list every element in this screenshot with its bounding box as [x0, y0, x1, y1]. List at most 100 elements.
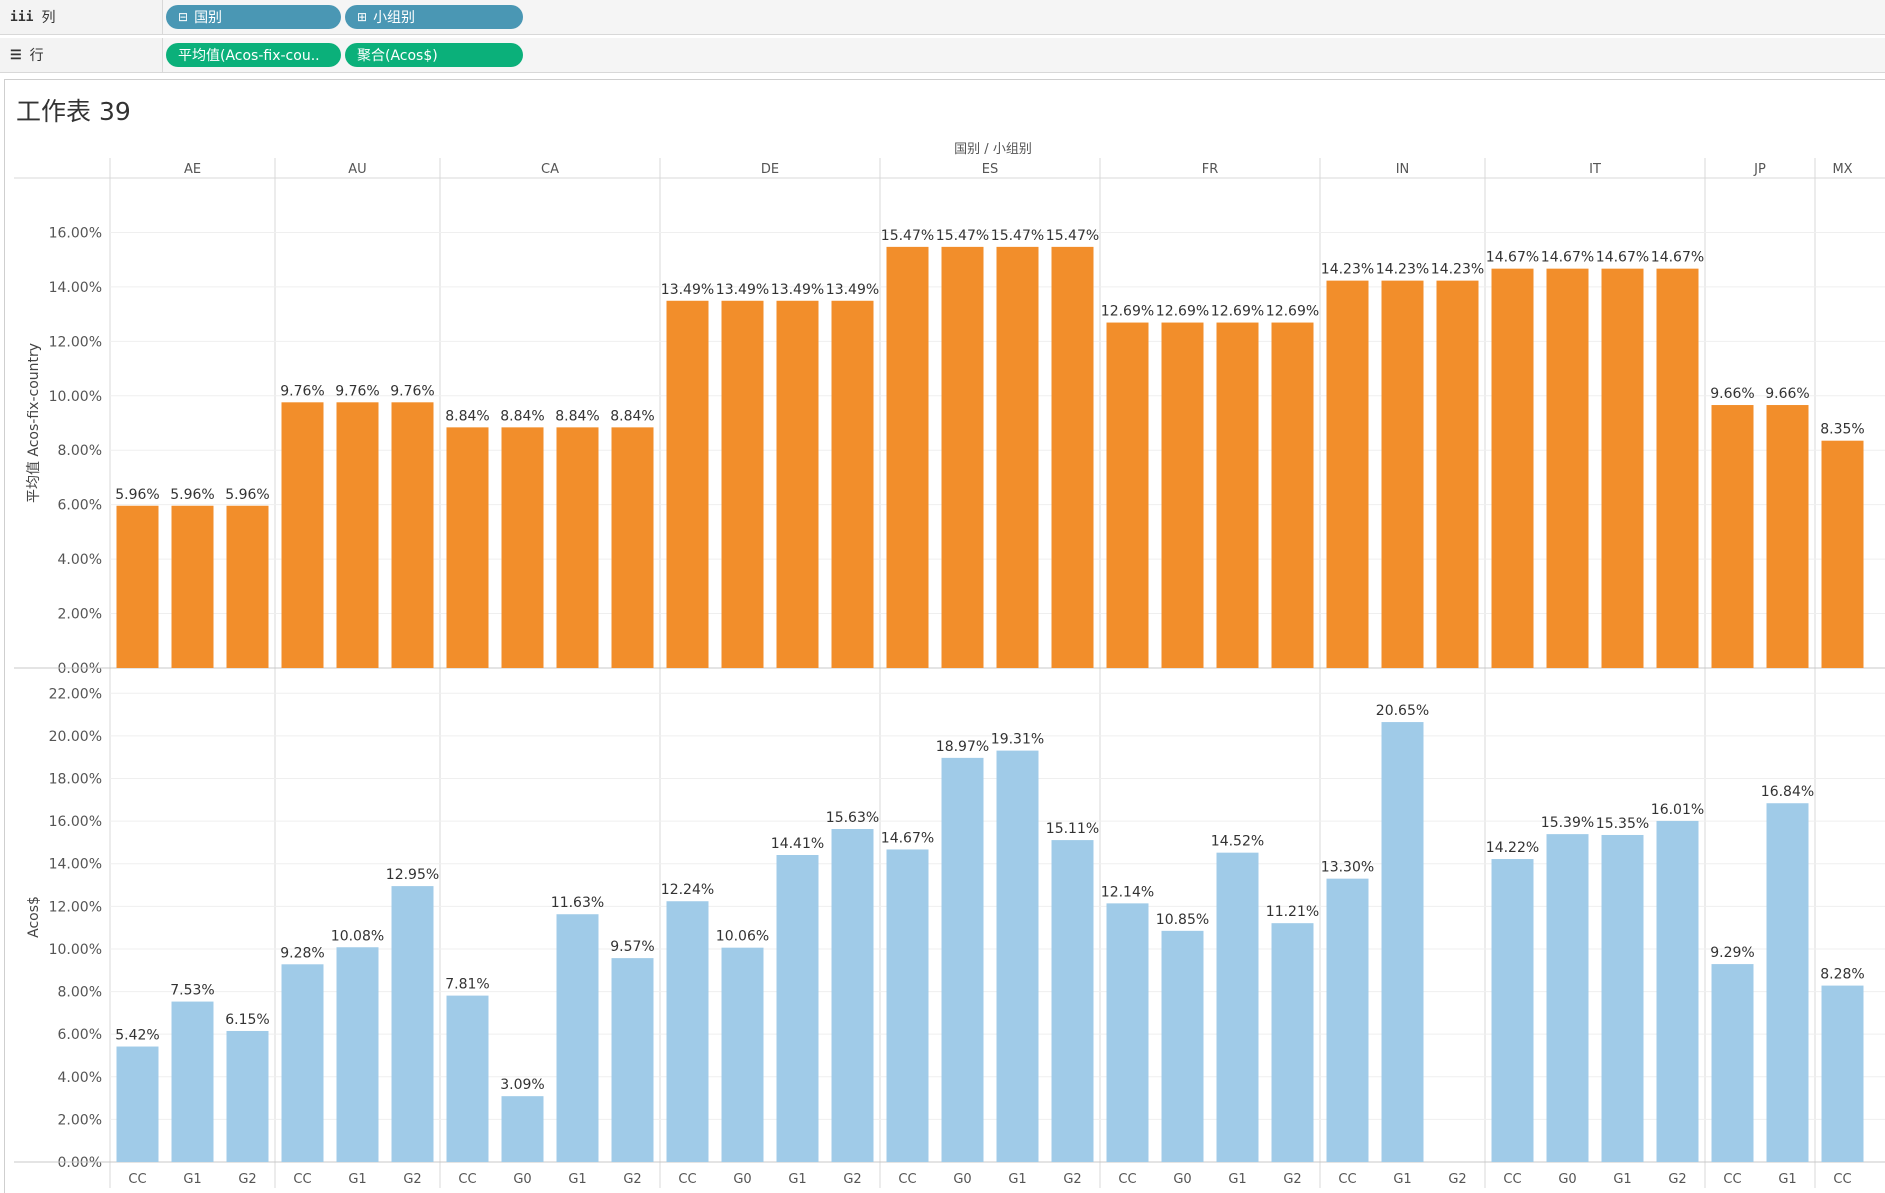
- rows-shelf: ☰ 行 平均值(Acos-fix-cou.. 聚合(Acos$): [0, 38, 1885, 73]
- data-label: 14.22%: [1486, 840, 1539, 856]
- data-label: 8.84%: [445, 408, 489, 424]
- y-tick-label: 0.00%: [58, 1155, 102, 1171]
- y-tick-label: 20.00%: [49, 729, 102, 745]
- country-header: FR: [1202, 162, 1219, 177]
- x-group-label: G0: [953, 1172, 971, 1187]
- x-group-label: CC: [1833, 1172, 1851, 1187]
- country-header: AE: [184, 162, 201, 177]
- x-group-label: CC: [1723, 1172, 1741, 1187]
- country-header: IT: [1589, 162, 1601, 177]
- bar: [226, 1030, 269, 1162]
- data-label: 12.69%: [1211, 304, 1264, 320]
- x-group-label: G2: [1448, 1172, 1466, 1187]
- y-tick-label: 4.00%: [58, 1070, 102, 1086]
- bar: [941, 757, 984, 1162]
- data-label: 14.67%: [881, 830, 934, 846]
- x-group-label: CC: [898, 1172, 916, 1187]
- x-group-label: CC: [128, 1172, 146, 1187]
- bar: [1656, 268, 1699, 668]
- data-label: 7.81%: [445, 977, 489, 993]
- data-label: 12.69%: [1266, 304, 1319, 320]
- y-tick-label: 4.00%: [58, 552, 102, 568]
- pill-avg-acos-fix[interactable]: 平均值(Acos-fix-cou..: [166, 43, 341, 67]
- data-label: 12.69%: [1156, 304, 1209, 320]
- x-group-label: CC: [458, 1172, 476, 1187]
- data-label: 15.47%: [881, 228, 934, 244]
- x-group-label: G1: [568, 1172, 586, 1187]
- x-group-label: CC: [293, 1172, 311, 1187]
- data-label: 8.84%: [555, 408, 599, 424]
- x-group-label: G0: [513, 1172, 531, 1187]
- x-group-label: CC: [1118, 1172, 1136, 1187]
- pill-avg-acos-fix-label: 平均值(Acos-fix-cou..: [178, 48, 320, 64]
- y-tick-label: 10.00%: [49, 942, 102, 958]
- bar: [281, 964, 324, 1162]
- bar: [556, 914, 599, 1162]
- bar: [116, 505, 159, 668]
- data-label: 11.21%: [1266, 904, 1319, 920]
- y-tick-label: 14.00%: [49, 280, 102, 296]
- pill-agg-acos[interactable]: 聚合(Acos$): [345, 43, 523, 67]
- y-tick-label: 12.00%: [49, 334, 102, 350]
- collapse-icon: ⊟: [178, 10, 189, 24]
- bar: [391, 886, 434, 1162]
- bar: [1766, 803, 1809, 1162]
- x-group-label: G1: [348, 1172, 366, 1187]
- x-group-label: G1: [1393, 1172, 1411, 1187]
- y-tick-label: 2.00%: [58, 607, 102, 623]
- sheet-title: 工作表 39: [16, 97, 131, 126]
- bar: [1436, 280, 1479, 668]
- bar: [831, 300, 874, 668]
- data-label: 12.69%: [1101, 304, 1154, 320]
- bar: [886, 246, 929, 668]
- data-label: 9.76%: [390, 383, 434, 399]
- pill-country[interactable]: ⊟ 国别: [166, 5, 341, 29]
- bar: [1271, 923, 1314, 1162]
- bar: [1711, 964, 1754, 1162]
- data-label: 18.97%: [936, 739, 989, 755]
- data-label: 10.08%: [331, 928, 384, 944]
- y-tick-label: 16.00%: [49, 225, 102, 241]
- x-group-label: G2: [623, 1172, 641, 1187]
- data-label: 9.76%: [335, 383, 379, 399]
- bar: [1601, 834, 1644, 1162]
- data-label: 16.84%: [1761, 784, 1814, 800]
- data-label: 13.49%: [771, 282, 824, 298]
- pill-subgroup[interactable]: ⊞ 小组别: [345, 5, 523, 29]
- bar: [336, 402, 379, 668]
- bar: [611, 427, 654, 668]
- y-tick-label: 14.00%: [49, 857, 102, 873]
- data-label: 15.35%: [1596, 816, 1649, 832]
- columns-label: 列: [41, 10, 56, 26]
- bar: [281, 402, 324, 668]
- pill-country-label: 国别: [194, 10, 223, 26]
- bar: [1656, 820, 1699, 1162]
- data-label: 15.47%: [936, 228, 989, 244]
- bar: [1821, 440, 1864, 668]
- y-tick-label: 8.00%: [58, 443, 102, 459]
- bar: [1326, 280, 1369, 668]
- data-label: 15.11%: [1046, 821, 1099, 837]
- rows-icon: ☰: [10, 47, 22, 63]
- bar: [1601, 268, 1644, 668]
- bar: [391, 402, 434, 668]
- bar: [611, 958, 654, 1162]
- y-tick-label: 8.00%: [58, 985, 102, 1001]
- data-label: 13.49%: [826, 282, 879, 298]
- data-label: 20.65%: [1376, 703, 1429, 719]
- data-label: 9.66%: [1710, 386, 1754, 402]
- bar: [1106, 903, 1149, 1162]
- data-label: 13.49%: [661, 282, 714, 298]
- columns-shelf-label: iii 列: [0, 0, 163, 34]
- bar: [1106, 322, 1149, 668]
- x-group-label: G1: [1008, 1172, 1026, 1187]
- bar: [1766, 405, 1809, 668]
- y-tick-label: 12.00%: [49, 899, 102, 915]
- data-label: 7.53%: [170, 983, 214, 999]
- data-label: 9.29%: [1710, 945, 1754, 961]
- x-group-label: G2: [843, 1172, 861, 1187]
- y-tick-label: 10.00%: [49, 389, 102, 405]
- data-label: 14.23%: [1376, 262, 1429, 278]
- y-tick-label: 18.00%: [49, 772, 102, 788]
- x-group-label: CC: [1338, 1172, 1356, 1187]
